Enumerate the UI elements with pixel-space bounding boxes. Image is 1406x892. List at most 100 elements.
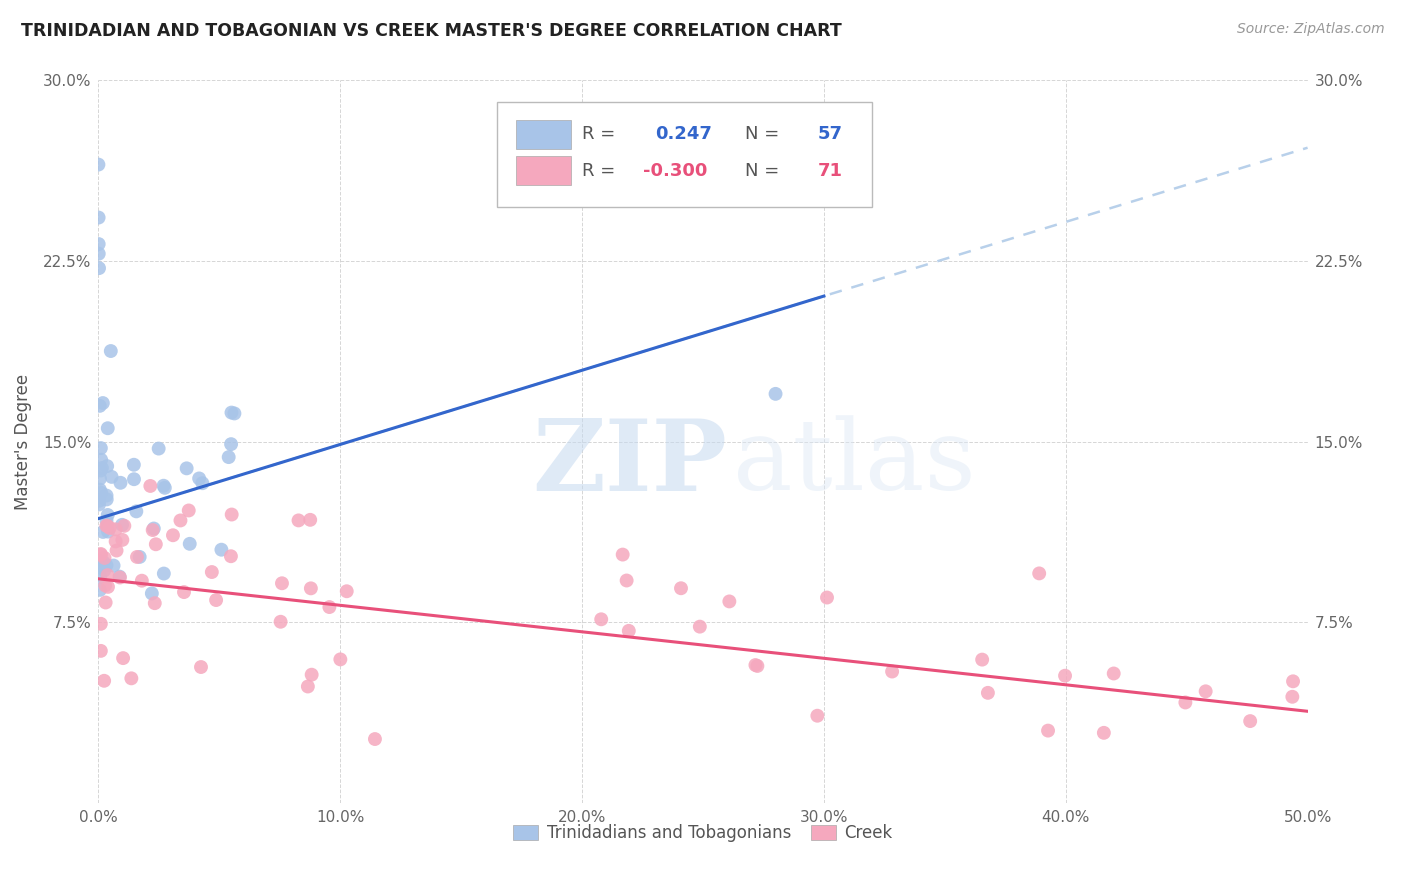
Point: [744, 658, 766, 673]
Point: [209, 542, 232, 557]
Point: [90, 548, 112, 562]
Point: [191, 476, 214, 491]
Point: [104, 534, 127, 549]
Point: [169, 513, 191, 527]
Point: [176, 461, 198, 475]
Point: [612, 548, 634, 562]
Text: 71: 71: [818, 161, 842, 179]
Point: [221, 508, 243, 522]
Point: [153, 566, 176, 581]
Point: [111, 517, 134, 532]
Legend: Trinidadians and Tobagonians, Creek: Trinidadians and Tobagonians, Creek: [506, 817, 900, 848]
Point: [87, 237, 110, 252]
Point: [148, 442, 170, 456]
Point: [718, 594, 741, 608]
Point: [1028, 566, 1050, 581]
Point: [336, 584, 359, 599]
Point: [90, 644, 112, 658]
Point: [112, 518, 135, 533]
Point: [1054, 669, 1077, 683]
Point: [96, 518, 118, 533]
Point: [142, 523, 165, 537]
Point: [93, 563, 115, 577]
Point: [815, 591, 838, 605]
Point: [105, 543, 128, 558]
Point: [364, 732, 387, 747]
Point: [152, 479, 174, 493]
Point: [205, 593, 228, 607]
Point: [616, 574, 638, 588]
Point: [93, 555, 115, 569]
Point: [318, 600, 340, 615]
Point: [301, 667, 323, 681]
Point: [188, 471, 211, 485]
Point: [100, 470, 122, 484]
Point: [218, 450, 240, 464]
Point: [98, 521, 121, 535]
Point: [110, 475, 132, 490]
Point: [104, 522, 127, 536]
Point: [90, 560, 112, 574]
Point: [91, 461, 114, 475]
Point: [806, 708, 828, 723]
Point: [190, 660, 212, 674]
Point: [93, 551, 115, 566]
Point: [143, 596, 166, 610]
Point: [747, 659, 769, 673]
Point: [765, 387, 787, 401]
Point: [90, 486, 112, 500]
Point: [90, 452, 112, 467]
Point: [221, 406, 243, 420]
Text: Source: ZipAtlas.com: Source: ZipAtlas.com: [1237, 22, 1385, 37]
Point: [142, 521, 165, 535]
Point: [87, 261, 110, 276]
Point: [97, 568, 120, 582]
Point: [882, 665, 904, 679]
Point: [96, 492, 118, 507]
Point: [120, 671, 142, 685]
Point: [287, 513, 309, 527]
Point: [201, 565, 224, 579]
Point: [90, 463, 112, 477]
Point: [128, 549, 150, 564]
Point: [297, 680, 319, 694]
Point: [87, 246, 110, 260]
Point: [89, 582, 111, 597]
Point: [89, 570, 111, 584]
Point: [1092, 726, 1115, 740]
Text: 0.247: 0.247: [655, 126, 711, 144]
Point: [89, 472, 111, 486]
Point: [1195, 684, 1218, 698]
Text: R =: R =: [582, 126, 616, 144]
Point: [94, 578, 117, 592]
Point: [93, 673, 115, 688]
Point: [103, 558, 125, 573]
Y-axis label: Master's Degree: Master's Degree: [14, 374, 32, 509]
Text: atlas: atlas: [734, 416, 976, 511]
Point: [90, 547, 112, 561]
Point: [111, 533, 134, 547]
Point: [173, 585, 195, 599]
Point: [162, 528, 184, 542]
Point: [141, 586, 163, 600]
Point: [91, 524, 114, 539]
Point: [1174, 696, 1197, 710]
Point: [1102, 666, 1125, 681]
Text: R =: R =: [582, 161, 616, 179]
Point: [89, 554, 111, 568]
Point: [108, 570, 131, 584]
Point: [179, 537, 201, 551]
Point: [329, 652, 352, 666]
Point: [122, 458, 145, 472]
Text: N =: N =: [745, 126, 779, 144]
Point: [122, 472, 145, 486]
Point: [299, 582, 322, 596]
Point: [271, 576, 294, 591]
Point: [89, 483, 111, 497]
Point: [139, 479, 162, 493]
Text: 57: 57: [818, 126, 842, 144]
Point: [224, 407, 246, 421]
Point: [97, 421, 120, 435]
Point: [1282, 674, 1305, 689]
Point: [145, 537, 167, 551]
